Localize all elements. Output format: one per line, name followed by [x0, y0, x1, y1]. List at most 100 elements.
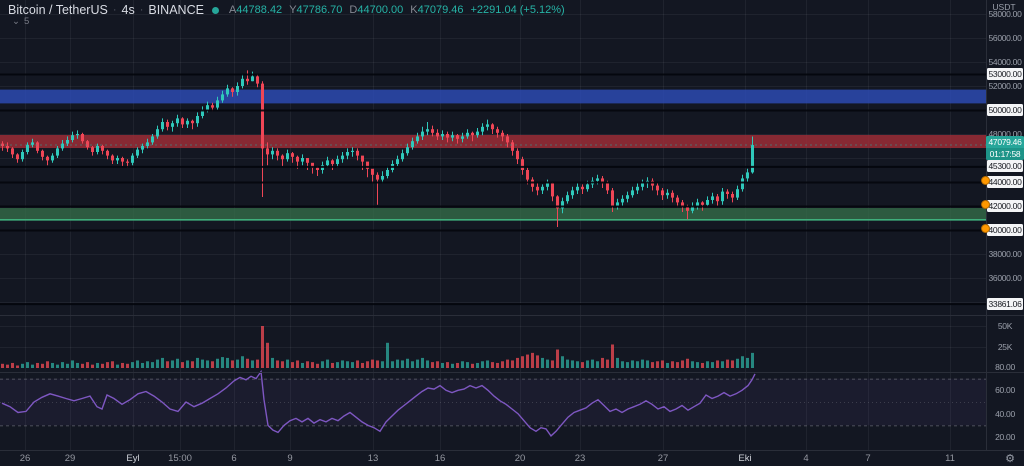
candle-body — [461, 136, 464, 139]
candle-body — [1, 143, 4, 146]
volume-bar — [101, 363, 104, 368]
change-value: +2291.04 (+5.12%) — [470, 4, 565, 16]
volume-bar — [406, 358, 409, 368]
volume-bar — [626, 362, 629, 368]
candle-body — [576, 186, 579, 191]
volume-bar — [426, 360, 429, 368]
candle-body — [176, 118, 179, 124]
candle-body — [426, 129, 429, 132]
volume-bar — [466, 362, 469, 368]
objects-count: 5 — [23, 16, 30, 27]
price-line-label[interactable]: 50000.00 — [987, 104, 1023, 116]
price-line-label[interactable]: 45300.00 — [987, 160, 1023, 173]
candle-body — [161, 122, 164, 130]
volume-bar — [26, 362, 29, 368]
time-axis-label: 7 — [865, 453, 871, 464]
alert-icon[interactable] — [981, 200, 990, 209]
price-line-label[interactable]: 53000.00 — [987, 68, 1023, 80]
candle-body — [121, 158, 124, 162]
price-line-label[interactable]: 33861.06 — [987, 297, 1023, 310]
volume-bar — [121, 362, 124, 368]
time-axis-label: Eyl — [126, 453, 140, 464]
candle-body — [686, 207, 689, 211]
volume-bar — [446, 362, 449, 368]
exchange-label[interactable]: BINANCE — [148, 3, 204, 17]
candle-body — [721, 191, 724, 202]
symbol-title[interactable]: Bitcoin / TetherUS — [8, 3, 108, 17]
volume-bar — [306, 361, 309, 368]
volume-bar — [216, 358, 219, 368]
volume-bar — [686, 358, 689, 368]
alert-icon[interactable] — [981, 176, 990, 185]
volume-bar — [661, 360, 664, 368]
candle-body — [141, 146, 144, 150]
volume-axis-label: 50K — [997, 321, 1013, 331]
volume-bar — [256, 359, 259, 368]
current-price-label: 47079.46 01:17:58 — [986, 136, 1024, 161]
volume-bar — [611, 344, 614, 368]
candle-body — [341, 155, 344, 160]
candle-body — [556, 196, 559, 209]
alert-icon[interactable] — [981, 224, 990, 233]
volume-bar — [176, 358, 179, 368]
candle-body — [701, 202, 704, 205]
volume-bar — [701, 362, 704, 368]
high-label: Y — [289, 4, 297, 16]
volume-bar — [81, 363, 84, 368]
volume-bar — [581, 362, 584, 368]
volume-bar — [36, 362, 39, 368]
price-axis-label: 58000.00 — [988, 9, 1022, 19]
candle-body — [241, 78, 244, 86]
volume-bar — [166, 361, 169, 368]
candle-body — [446, 134, 449, 138]
candle-body — [246, 78, 249, 82]
volume-bar — [536, 355, 539, 368]
volume-bar — [456, 362, 459, 368]
volume-bar — [356, 360, 359, 368]
volume-bar — [501, 361, 504, 368]
interval-label[interactable]: 4s — [121, 3, 135, 17]
chart-canvas[interactable] — [0, 0, 1024, 450]
candle-body — [286, 153, 289, 160]
price-line-label[interactable]: 44000.00 — [981, 176, 1023, 188]
objects-collapsed-badge[interactable]: ⌄ 5 — [12, 16, 29, 27]
gear-icon[interactable]: ⚙ — [1005, 453, 1015, 465]
candle-body — [456, 135, 459, 139]
candle-body — [206, 105, 209, 110]
time-axis-label: 9 — [287, 453, 293, 464]
candle-body — [181, 118, 184, 125]
rsi-axis-label: 60.00 — [995, 385, 1015, 396]
price-line-label[interactable]: 42000.00 — [981, 200, 1023, 212]
candle-body — [376, 174, 379, 180]
candle-body — [486, 124, 489, 127]
volume-bar — [11, 362, 14, 368]
candle-body — [256, 76, 259, 84]
volume-bar — [516, 357, 519, 368]
volume-bar — [381, 361, 384, 368]
price-axis[interactable]: USDT 58000.00 56000.00 54000.00 52000.00 480… — [981, 0, 1024, 450]
candle-body — [151, 136, 154, 143]
candle-body — [571, 190, 574, 196]
candle-body — [46, 156, 49, 161]
volume-bar — [171, 360, 174, 368]
volume-bar — [296, 360, 299, 368]
time-axis[interactable]: ⚙ 26 29 Eyl 15:00 6 9 13 16 20 23 27 Eki 4 7 11 — [0, 450, 1024, 466]
price-line-label[interactable]: 40000.00 — [981, 224, 1023, 236]
volume-bar — [191, 361, 194, 368]
candle-body — [601, 178, 604, 184]
chevron-down-icon[interactable]: ⌄ — [12, 16, 20, 27]
volume-bar — [461, 361, 464, 368]
volume-bar — [641, 359, 644, 368]
volume-bar — [401, 360, 404, 368]
market-status-icon — [211, 6, 219, 14]
volume-bar — [551, 360, 554, 368]
candle-body — [386, 170, 389, 176]
candle-body — [266, 148, 269, 155]
low-value: 44700.00 — [357, 4, 404, 16]
volume-bar — [221, 357, 224, 368]
volume-bar — [61, 362, 64, 368]
volume-bar — [751, 352, 754, 368]
price-axis-label: 56000.00 — [988, 33, 1022, 43]
volume-bar — [736, 358, 739, 368]
volume-bar — [386, 342, 389, 368]
